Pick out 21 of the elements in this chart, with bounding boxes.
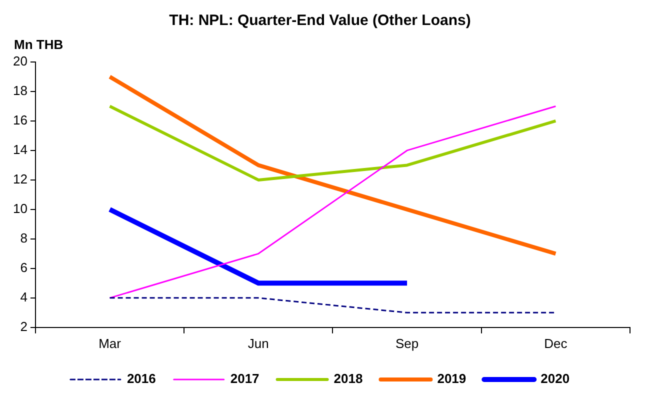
y-axis-title: Mn THB	[14, 37, 64, 52]
y-tick-label: 10	[12, 201, 28, 216]
legend-label: 2016	[126, 371, 156, 386]
y-tick-label: 18	[12, 83, 28, 98]
y-tick-label: 2	[20, 318, 28, 334]
y-tick-label: 12	[12, 172, 28, 187]
y-tick-label: 8	[20, 230, 28, 246]
legend-label: 2018	[334, 371, 363, 386]
legend-label: 2017	[230, 371, 260, 386]
x-tick-label: Sep	[395, 336, 419, 351]
legend-label: 2020	[540, 371, 570, 386]
x-tick-label: Jun	[248, 336, 269, 351]
legend-label: 2019	[437, 371, 466, 386]
y-tick-label: 14	[12, 142, 28, 158]
y-tick-label: 20	[12, 54, 28, 69]
y-tick-label: 6	[20, 260, 28, 275]
chart-title: TH: NPL: Quarter-End Value (Other Loans)	[169, 12, 471, 30]
y-tick-label: 16	[12, 112, 28, 128]
x-tick-label: Dec	[544, 336, 568, 351]
x-tick-label: Mar	[98, 336, 122, 351]
y-tick-label: 4	[20, 289, 28, 304]
